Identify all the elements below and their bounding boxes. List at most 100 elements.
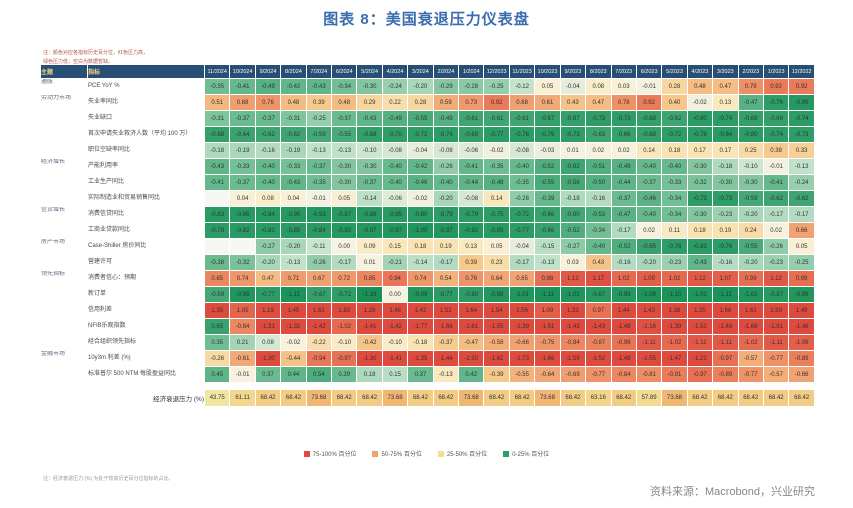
heatmap-cell: 1.07 bbox=[713, 271, 738, 286]
pressure-cell: 68.42 bbox=[789, 390, 814, 406]
heatmap-cell: -0.79 bbox=[535, 127, 560, 142]
heatmap-cell: 1.12 bbox=[687, 271, 713, 286]
column-header: 11/2024 bbox=[205, 65, 230, 78]
heatmap-cell: -0.80 bbox=[687, 111, 713, 126]
heatmap-cell: 1.12 bbox=[763, 271, 789, 286]
heatmap-cell: 0.38 bbox=[763, 143, 789, 158]
heatmap-cell: -0.84 bbox=[560, 335, 586, 350]
spacer-cell bbox=[41, 383, 814, 389]
column-header: 4/2023 bbox=[687, 65, 713, 78]
theme-cell: 金融市场 bbox=[41, 351, 87, 382]
heatmap-cell: -0.52 bbox=[560, 223, 586, 238]
heatmap-cell: 0.15 bbox=[382, 367, 408, 382]
heatmap-cell: -0.68 bbox=[205, 127, 230, 142]
table-row: 新订单 -0.59 -0.98 -0.77 -1.11 -0.67 -0.72 -1.33 0.… bbox=[41, 287, 814, 302]
heatmap-cell: -1.10 bbox=[662, 287, 687, 302]
heatmap-cell: -1.11 bbox=[713, 287, 738, 302]
heatmap-cell: -0.92 bbox=[459, 223, 484, 238]
heatmap-cell: 0.39 bbox=[306, 95, 332, 110]
column-header: 12/2023 bbox=[484, 65, 509, 78]
legend-swatch bbox=[437, 450, 444, 457]
indicator-label: 消费信贷同比 bbox=[88, 207, 204, 222]
heatmap-cell: -1.68 bbox=[738, 319, 763, 334]
heatmap-cell: -0.52 bbox=[535, 159, 560, 174]
heatmap-cell: -1.39 bbox=[509, 319, 535, 334]
heatmap-cell: -0.91 bbox=[662, 367, 687, 382]
heatmap-cell: -0.35 bbox=[205, 79, 230, 94]
heatmap-cell: -0.34 bbox=[662, 191, 687, 206]
heatmap-cell: -0.13 bbox=[332, 143, 357, 158]
heatmap-cell: -0.58 bbox=[560, 175, 586, 190]
theme-cell: 信贷增长 bbox=[41, 207, 87, 238]
heatmap-cell: 0.18 bbox=[662, 143, 687, 158]
legend-label: 50-75% 百分位 bbox=[381, 452, 422, 458]
heatmap-cell: -0.03 bbox=[535, 143, 560, 158]
heatmap-cell: -0.40 bbox=[636, 207, 662, 222]
heatmap-cell: -1.55 bbox=[636, 351, 662, 366]
heatmap-cell: -1.08 bbox=[789, 335, 814, 350]
heatmap-cell: -0.97 bbox=[332, 351, 357, 366]
heatmap-cell: 0.51 bbox=[205, 95, 230, 110]
heatmap-cell: -0.20 bbox=[281, 239, 306, 254]
table-row: 领先指标 消费者信心：预期 0.85 0.74 0.47 0.71 0.67 0.72 0.85… bbox=[41, 271, 814, 350]
heatmap-cell: -0.97 bbox=[357, 223, 382, 238]
heatmap-cell: -0.94 bbox=[306, 351, 332, 366]
bottom-note: 注：经济衰退压力 (%) 为处于较高历史百分位指标的占比。 bbox=[43, 476, 174, 482]
heatmap-cell: -0.25 bbox=[789, 255, 814, 270]
heatmap-cell: -0.17 bbox=[509, 255, 535, 270]
heatmap-cell: -1.21 bbox=[687, 351, 713, 366]
heatmap-cell: -0.42 bbox=[281, 79, 306, 94]
indicator-label: 经合组织领先指标 bbox=[88, 335, 204, 350]
heatmap-cell: -0.87 bbox=[763, 287, 789, 302]
heatmap-cell: -0.77 bbox=[738, 367, 763, 382]
heatmap-cell: 0.05 bbox=[535, 79, 560, 94]
heatmap-cell: -1.48 bbox=[789, 319, 814, 334]
theme-cell: 房产市场 bbox=[41, 239, 87, 270]
heatmap-cell bbox=[205, 239, 230, 254]
heatmap-cell: 1.12 bbox=[560, 271, 586, 286]
heatmap-cell: -0.77 bbox=[433, 287, 459, 302]
heatmap-cell: -0.02 bbox=[687, 95, 713, 110]
heatmap-cell: 0.08 bbox=[255, 335, 281, 350]
heatmap-cell: -0.15 bbox=[535, 239, 560, 254]
heatmap-cell: -0.23 bbox=[713, 207, 738, 222]
heatmap-cell: -0.47 bbox=[738, 95, 763, 110]
heatmap-cell: -1.31 bbox=[255, 319, 281, 334]
heatmap-cell: -0.73 bbox=[611, 111, 636, 126]
heatmap-cell: -1.32 bbox=[281, 319, 306, 334]
heatmap-cell: -0.33 bbox=[281, 159, 306, 174]
heatmap-cell: 0.14 bbox=[484, 191, 509, 206]
heatmap-cell: -0.67 bbox=[535, 111, 560, 126]
heatmap-cell: -1.62 bbox=[484, 351, 509, 366]
heatmap-cell: -0.75 bbox=[484, 207, 509, 222]
indicator-label: 失业率同比 bbox=[88, 95, 204, 110]
heatmap-cell: -1.52 bbox=[586, 351, 611, 366]
heatmap-cell: -0.98 bbox=[484, 287, 509, 302]
heatmap-cell: 1.43 bbox=[636, 303, 662, 318]
table-head: 主题 指标 11/2024 10/2024 9/2024 8/2024 7/2024 6/20… bbox=[41, 65, 814, 78]
heatmap-cell: -0.52 bbox=[611, 239, 636, 254]
pressure-cell: 63.16 bbox=[586, 390, 611, 406]
heatmap-cell: -0.30 bbox=[687, 159, 713, 174]
heatmap-cell: -0.72 bbox=[509, 207, 535, 222]
heatmap-cell: -0.23 bbox=[763, 255, 789, 270]
heatmap-cell: 1.56 bbox=[509, 303, 535, 318]
heatmap-cell: -0.24 bbox=[382, 79, 408, 94]
pressure-label: 经济衰退压力 (%) bbox=[41, 390, 204, 406]
heatmap-cell: 0.94 bbox=[382, 271, 408, 286]
heatmap-cell: -0.13 bbox=[281, 255, 306, 270]
heatmap-cell: -0.16 bbox=[255, 143, 281, 158]
heatmap-cell: -0.61 bbox=[459, 111, 484, 126]
heatmap-cell: -0.04 bbox=[560, 79, 586, 94]
heatmap-cell: 1.02 bbox=[662, 271, 687, 286]
heatmap-cell: 0.68 bbox=[230, 95, 255, 110]
theme-cell: 通胀 bbox=[41, 79, 87, 94]
heatmap-cell: -0.61 bbox=[230, 351, 255, 366]
heatmap-cell: -0.59 bbox=[738, 191, 763, 206]
heatmap-cell: 1.48 bbox=[382, 303, 408, 318]
column-header: 8/2024 bbox=[281, 65, 306, 78]
heatmap-cell: 0.14 bbox=[636, 143, 662, 158]
column-header: 5/2023 bbox=[662, 65, 687, 78]
table-row: 工业生产同比 -0.41 -0.37 -0.40 -0.43 -0.35 -0.30 -0.3… bbox=[41, 175, 814, 190]
column-header: 7/2023 bbox=[611, 65, 636, 78]
